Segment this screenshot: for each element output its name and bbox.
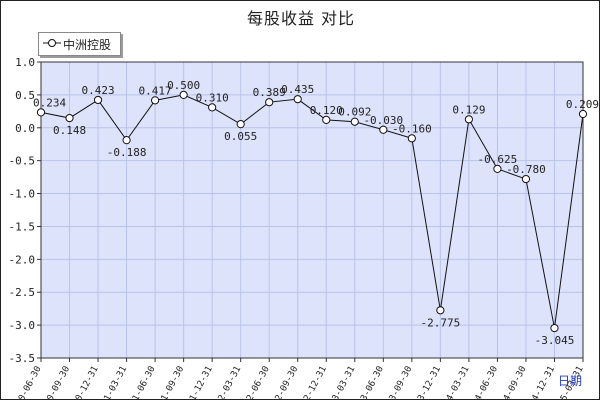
data-label: 0.500 bbox=[167, 79, 200, 92]
data-label: -0.030 bbox=[363, 114, 403, 127]
data-label: 0.148 bbox=[53, 124, 86, 137]
data-label: 0.209 bbox=[566, 98, 599, 111]
data-point bbox=[322, 115, 331, 124]
data-label: -3.045 bbox=[535, 334, 575, 347]
y-tick-label: -2.0 bbox=[9, 253, 36, 266]
plot-area bbox=[41, 62, 583, 358]
data-point bbox=[265, 98, 274, 107]
y-tick-label: 0.0 bbox=[15, 122, 35, 135]
data-label: -0.160 bbox=[392, 122, 432, 135]
data-label: 0.092 bbox=[338, 106, 371, 119]
y-tick-label: -1.5 bbox=[9, 220, 36, 233]
data-label: 0.129 bbox=[452, 103, 485, 116]
y-tick-label: -0.5 bbox=[9, 155, 36, 168]
data-point bbox=[65, 113, 74, 123]
data-point bbox=[464, 115, 473, 124]
data-label: 0.310 bbox=[196, 91, 229, 104]
data-point bbox=[407, 134, 416, 143]
data-point bbox=[293, 95, 302, 104]
y-tick-label: 0.5 bbox=[15, 89, 35, 102]
data-point bbox=[151, 96, 160, 105]
data-point bbox=[236, 120, 245, 129]
y-tick-label: -2.5 bbox=[9, 286, 36, 299]
data-label: 0.234 bbox=[33, 96, 66, 109]
data-label: 0.120 bbox=[310, 104, 343, 117]
data-point bbox=[93, 95, 103, 105]
data-label: 0.423 bbox=[81, 84, 114, 97]
legend: 中洲控股 bbox=[38, 32, 121, 56]
series-line bbox=[40, 94, 584, 329]
data-point bbox=[179, 90, 188, 99]
data-point bbox=[350, 117, 359, 126]
data-point bbox=[208, 103, 217, 112]
data-label: 0.389 bbox=[253, 86, 286, 99]
data-point bbox=[521, 174, 531, 184]
data-point bbox=[550, 323, 559, 333]
y-tick-label: -3.5 bbox=[9, 352, 36, 365]
data-label: 0.417 bbox=[139, 84, 172, 97]
data-point bbox=[379, 125, 388, 134]
data-point bbox=[493, 164, 502, 173]
y-tick-label: -1.0 bbox=[9, 188, 36, 201]
data-label: 0.055 bbox=[224, 130, 257, 143]
legend-label: 中洲控股 bbox=[63, 38, 112, 52]
legend-marker-icon bbox=[43, 39, 61, 47]
chart-title: 每股收益 对比 bbox=[246, 9, 356, 28]
data-point bbox=[578, 109, 588, 119]
data-label: -0.625 bbox=[478, 153, 518, 166]
data-label: -0.780 bbox=[506, 163, 546, 176]
data-label: -2.775 bbox=[420, 316, 460, 329]
y-tick-label: -3.0 bbox=[9, 319, 36, 332]
data-label: -0.188 bbox=[107, 146, 147, 159]
x-tick-label: 2020-06-30 bbox=[9, 365, 43, 400]
y-tick-label: 1.0 bbox=[15, 56, 35, 69]
plot-border bbox=[40, 61, 584, 359]
data-point bbox=[122, 136, 131, 145]
data-label: 0.435 bbox=[281, 83, 314, 96]
data-point bbox=[436, 306, 445, 315]
data-point bbox=[36, 108, 46, 117]
x-axis-label: 日期 bbox=[558, 374, 583, 388]
